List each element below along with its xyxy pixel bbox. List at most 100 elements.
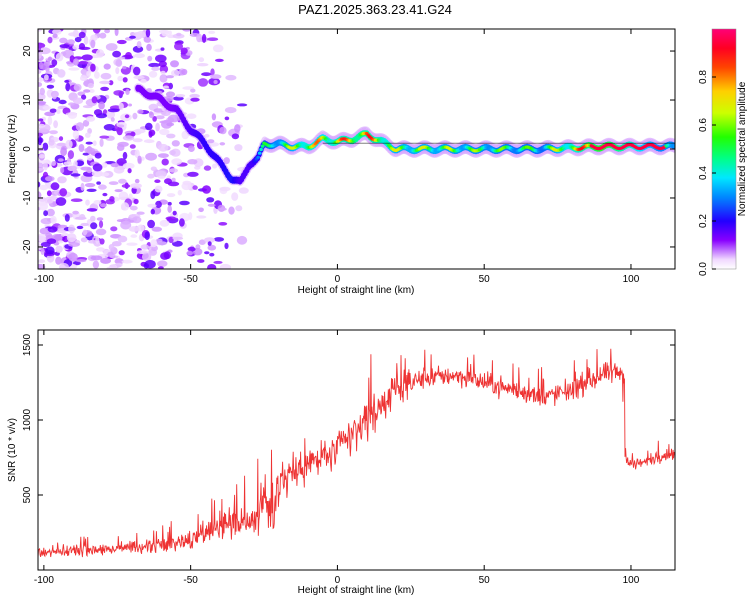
noise-blob (113, 166, 125, 174)
noise-blob (38, 92, 46, 101)
noise-blob (112, 50, 121, 58)
noise-blob (151, 226, 162, 232)
spectrogram-ylabel: Frequency (Hz) (7, 115, 18, 184)
noise-blob (163, 251, 172, 260)
noise-blob (196, 33, 203, 43)
noise-blob (235, 205, 243, 212)
noise-blob (129, 144, 136, 149)
noise-blob (43, 210, 48, 217)
noise-blob (56, 142, 67, 147)
noise-blob (66, 39, 75, 44)
noise-blob (51, 161, 56, 166)
noise-blob (38, 101, 46, 106)
noise-blob (99, 138, 104, 147)
noise-blob (92, 163, 103, 172)
noise-blob (117, 75, 124, 82)
noise-blob (59, 263, 70, 269)
noise-blob (234, 124, 241, 133)
noise-blob (74, 36, 82, 43)
noise-blob (70, 198, 83, 202)
noise-blob (146, 43, 152, 52)
noise-blob (92, 260, 100, 269)
noise-blob (164, 178, 172, 185)
ridge-core (257, 151, 262, 155)
noise-blob (224, 107, 237, 114)
noise-blob (186, 250, 193, 256)
noise-blob (105, 43, 118, 51)
noise-blob (158, 60, 167, 68)
noise-blob (100, 72, 112, 80)
noise-blob (84, 183, 96, 188)
noise-blob (59, 188, 68, 197)
noise-blob (111, 241, 122, 247)
noise-blob (155, 238, 163, 243)
noise-blob (44, 196, 54, 204)
noise-blob (58, 240, 64, 244)
noise-blob (38, 181, 41, 188)
noise-blob (55, 256, 62, 265)
noise-blob (166, 133, 176, 139)
noise-blob (39, 184, 49, 191)
snr-series-line (38, 348, 675, 558)
x-tick-label: 100 (623, 575, 640, 586)
noise-blob (129, 205, 138, 211)
noise-blob (52, 29, 62, 35)
noise-blob (50, 182, 60, 191)
noise-blob (78, 144, 85, 152)
noise-blob (47, 116, 53, 126)
noise-blob (148, 70, 158, 78)
x-tick-label: 0 (335, 575, 341, 586)
noise-blob (236, 103, 248, 107)
noise-blob (190, 97, 200, 102)
noise-blob (38, 77, 44, 82)
noise-blob (38, 132, 43, 137)
noise-blob (171, 177, 176, 182)
noise-blob (107, 108, 120, 113)
noise-blob (57, 158, 64, 162)
noise-blob (136, 30, 146, 39)
noise-blob (208, 30, 216, 34)
noise-blob (78, 31, 86, 39)
noise-blob (155, 115, 165, 120)
noise-blob (198, 207, 204, 213)
noise-blob (121, 259, 133, 264)
noise-blob (158, 175, 166, 179)
noise-blob (150, 190, 156, 200)
noise-blob (51, 59, 58, 67)
noise-blob (168, 236, 174, 244)
noise-blob (72, 210, 79, 215)
noise-blob (83, 89, 91, 93)
noise-blob (87, 240, 98, 244)
noise-blob (80, 182, 85, 191)
noise-blob (228, 206, 235, 215)
snr-marks (38, 348, 675, 558)
noise-blob (207, 139, 215, 144)
noise-blob (55, 245, 63, 253)
noise-blob (85, 132, 91, 138)
y-tick-label: -10 (22, 190, 33, 205)
noise-blob (38, 61, 44, 70)
noise-blob (38, 43, 42, 53)
noise-blob (108, 181, 119, 186)
noise-blob (91, 170, 103, 178)
colorbar-gradient (711, 28, 737, 270)
x-tick-label: -50 (183, 274, 198, 285)
noise-blob (42, 105, 52, 110)
noise-blob (137, 109, 144, 114)
noise-blob (73, 160, 78, 167)
noise-blob (38, 154, 46, 159)
noise-blob (38, 233, 47, 243)
noise-blob (99, 238, 105, 245)
noise-blob (172, 210, 177, 216)
noise-blob (56, 108, 61, 115)
noise-blob (129, 35, 136, 39)
noise-blob (207, 241, 212, 246)
noise-blob (213, 260, 223, 264)
noise-blob (68, 252, 78, 262)
noise-blob (161, 31, 169, 37)
noise-blob (85, 141, 93, 145)
y-tick-label: 1000 (22, 408, 33, 431)
noise-blob (148, 62, 161, 68)
